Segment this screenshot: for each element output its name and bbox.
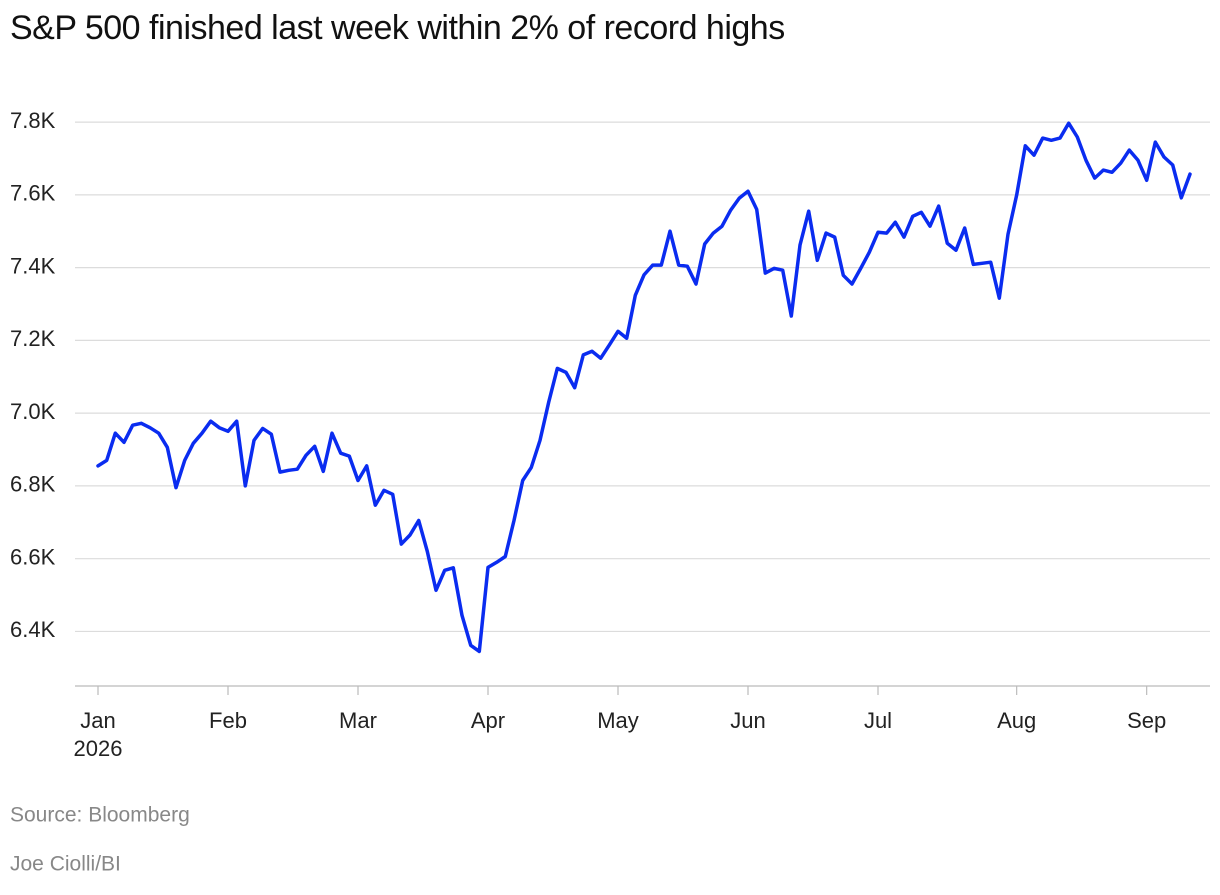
y-tick-label: 7.2K [10, 326, 56, 351]
y-tick-label: 7.6K [10, 181, 56, 206]
x-tick-label: Feb [209, 708, 247, 733]
source: Source: Bloomberg [10, 804, 190, 827]
credit: Joe Ciolli/BI [10, 853, 121, 876]
y-tick-label: 7.0K [10, 399, 56, 424]
y-tick-label: 7.8K [10, 108, 56, 133]
price-line [96, 121, 1192, 654]
x-tick-label: Jun [730, 708, 765, 733]
chart-title: S&P 500 finished last week within 2% of … [10, 9, 785, 47]
x-tick-label: Jan [80, 708, 115, 733]
y-tick-label: 6.8K [10, 472, 56, 497]
x-tick-label: Jul [864, 708, 892, 733]
x-tick-label: May [597, 708, 639, 733]
y-tick-label: 6.4K [10, 617, 56, 642]
x-tick-sublabel: 2026 [74, 736, 123, 761]
x-tick-label: Mar [339, 708, 377, 733]
x-tick-label: Aug [997, 708, 1036, 733]
y-tick-label: 6.6K [10, 544, 56, 569]
x-tick-label: Sep [1127, 708, 1166, 733]
y-tick-label: 7.4K [10, 253, 56, 278]
x-tick-label: Apr [471, 708, 505, 733]
